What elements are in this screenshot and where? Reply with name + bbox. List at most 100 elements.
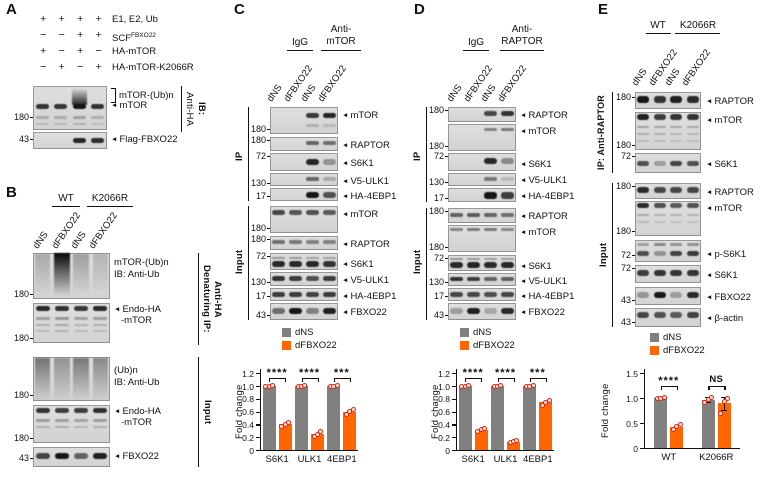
marker-tick bbox=[444, 246, 448, 248]
band-arrow-icon: ◄ bbox=[706, 189, 713, 196]
marker-tick bbox=[29, 437, 33, 439]
protein-band bbox=[484, 257, 497, 261]
blot-image bbox=[448, 153, 516, 171]
marker-tick bbox=[29, 116, 33, 118]
data-point bbox=[350, 406, 356, 412]
protein-band bbox=[289, 256, 302, 259]
condition-sign: − bbox=[58, 29, 65, 41]
data-point bbox=[670, 426, 676, 432]
protein-band bbox=[653, 160, 666, 166]
marker-label: 72 bbox=[433, 253, 444, 263]
protein-band bbox=[653, 133, 666, 136]
band-label-text: mTOR bbox=[528, 126, 557, 137]
sig-label: *** bbox=[333, 367, 350, 379]
protein-band bbox=[54, 305, 69, 311]
band-label-text: mTOR bbox=[350, 110, 379, 121]
protein-band bbox=[54, 122, 68, 125]
bar-dFBXO22 bbox=[539, 402, 553, 450]
band-arrow-icon: ◄ bbox=[342, 293, 349, 300]
protein-band bbox=[306, 191, 319, 198]
y-axis-tick bbox=[452, 386, 456, 388]
sig-bracket-tick bbox=[708, 386, 710, 390]
band-arrow-icon: ◄ bbox=[114, 453, 121, 460]
band-label-text: -mTOR bbox=[121, 315, 152, 326]
protein-band bbox=[653, 187, 666, 194]
protein-band bbox=[686, 203, 699, 209]
protein-band bbox=[323, 307, 336, 314]
protein-band bbox=[670, 311, 683, 318]
protein-band bbox=[670, 187, 683, 194]
protein-band bbox=[54, 323, 69, 327]
blot-image bbox=[635, 92, 701, 109]
sig-label: NS bbox=[709, 374, 724, 385]
protein-band bbox=[272, 292, 285, 297]
data-point bbox=[318, 428, 324, 434]
band-arrow-icon: ◄ bbox=[342, 277, 349, 284]
band-label: (Ub)n bbox=[114, 365, 138, 376]
marker-tick bbox=[266, 314, 270, 316]
blot-image bbox=[448, 173, 516, 186]
band-label-text: HA-4EBP1 bbox=[528, 191, 575, 202]
protein-band bbox=[637, 292, 650, 299]
protein-band bbox=[467, 257, 480, 261]
protein-band bbox=[686, 213, 699, 217]
blot-image bbox=[33, 132, 107, 149]
condition-label-sup: FBXO22 bbox=[131, 32, 156, 39]
marker-tick bbox=[444, 155, 448, 157]
band-label-text: FBXO22 bbox=[122, 451, 159, 462]
band-label-text: RAPTOR bbox=[714, 96, 754, 107]
group-label: WT bbox=[58, 193, 74, 204]
protein-band bbox=[637, 187, 650, 194]
protein-band bbox=[467, 307, 480, 314]
marker-label: 130 bbox=[428, 177, 444, 187]
ubiquitin-smear bbox=[34, 253, 51, 293]
protein-band bbox=[323, 210, 336, 216]
sig-label: **** bbox=[298, 367, 321, 379]
y-axis-tick bbox=[640, 373, 644, 375]
protein-band bbox=[653, 311, 666, 318]
protein-band bbox=[35, 330, 50, 332]
blot-image bbox=[33, 405, 110, 443]
y-axis-tick bbox=[452, 437, 456, 439]
marker-tick bbox=[266, 281, 270, 283]
data-point bbox=[530, 382, 536, 388]
band-label: ◄ mTOR bbox=[520, 227, 556, 238]
condition-sign: + bbox=[77, 13, 84, 25]
blot-image bbox=[448, 273, 516, 286]
panel-label-D: D bbox=[414, 1, 425, 18]
protein-band bbox=[467, 228, 480, 232]
marker-tick bbox=[29, 337, 33, 339]
protein-band bbox=[72, 104, 86, 110]
protein-band bbox=[272, 240, 285, 245]
blot-image bbox=[635, 287, 701, 305]
protein-band bbox=[467, 261, 480, 268]
ubiquitin-smear bbox=[54, 253, 70, 296]
legend-label: dNS bbox=[663, 332, 682, 343]
marker-tick bbox=[266, 295, 270, 297]
band-arrow-icon: ◄ bbox=[706, 272, 713, 279]
band-arrow-icon: ◄ bbox=[706, 98, 713, 105]
band-label-text: Endo-HA bbox=[122, 406, 161, 417]
protein-band bbox=[306, 240, 319, 245]
band-label: ◄ p-S6K1 bbox=[706, 249, 746, 260]
band-label: ◄ RAPTOR bbox=[706, 96, 754, 107]
band-label: ◄ HA-4EBP1 bbox=[520, 291, 574, 302]
band-arrow-icon: ◄ bbox=[706, 315, 713, 322]
band-arrow-icon: ◄ bbox=[342, 160, 349, 167]
protein-band bbox=[35, 418, 50, 422]
protein-band bbox=[653, 139, 666, 142]
blot-image bbox=[33, 303, 110, 343]
band-label-text: S6K1 bbox=[350, 259, 374, 270]
band-arrow-icon: ◄ bbox=[706, 161, 713, 168]
band-label: -mTOR bbox=[121, 417, 152, 428]
ubiquitin-smear bbox=[54, 358, 70, 400]
band-label-text: mTOR bbox=[714, 203, 743, 214]
group-label: IgG bbox=[291, 37, 309, 48]
protein-band bbox=[323, 256, 336, 259]
condition-label: HA-mTOR bbox=[112, 46, 156, 57]
protein-band bbox=[653, 203, 666, 209]
group-label: RAPTOR bbox=[501, 36, 543, 47]
y-axis-tick bbox=[256, 373, 260, 375]
band-label-text: RAPTOR bbox=[528, 110, 568, 121]
sig-bracket-tick bbox=[676, 386, 679, 390]
